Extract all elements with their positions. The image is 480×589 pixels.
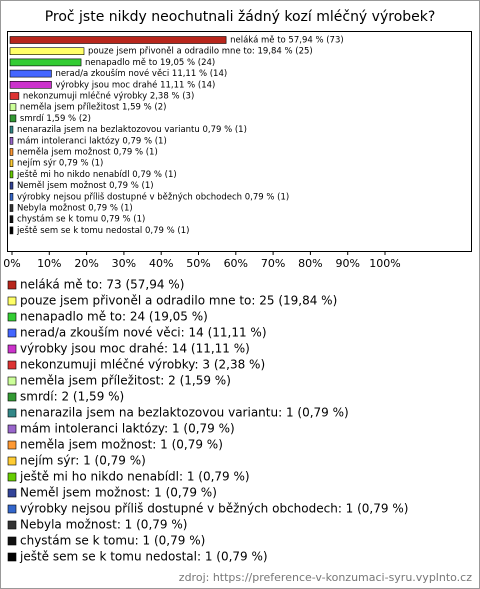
legend-swatch: [7, 520, 17, 530]
legend-label: chystám se k tomu: 1 (0,79 %): [20, 534, 205, 548]
legend-swatch: [7, 328, 17, 338]
bar-label: pouze jsem přivoněl a odradilo mne to: 1…: [88, 47, 313, 57]
legend-swatch: [7, 472, 17, 482]
bar: [9, 226, 14, 235]
bar-label: ještě sem se k tomu nedostal 0,79 % (1): [16, 225, 190, 236]
legend-label: neměla jsem příležitost: 2 (1,59 %): [20, 374, 231, 388]
legend-label: Neměl jsem možnost: 1 (0,79 %): [20, 486, 217, 500]
legend-swatch: [7, 312, 17, 322]
bar: [9, 193, 14, 201]
bar: [9, 103, 17, 111]
bar-label: nerad/a zkouším nové věci 11,11 % (14): [55, 68, 227, 79]
bar-label: neláká mě to 57,94 % (73): [230, 36, 344, 46]
x-tick-label: 10%: [37, 257, 61, 270]
x-tick-label: 80%: [298, 257, 322, 270]
bar: [9, 137, 14, 145]
legend-swatch: [7, 360, 17, 370]
legend-label: mám intoleranci laktózy: 1 (0,79 %): [20, 422, 235, 436]
legend-swatch: [7, 280, 17, 290]
legend-label: výrobky jsou moc drahé: 14 (11,11 %): [20, 342, 250, 356]
legend-label: neláká mě to: 73 (57,94 %): [20, 278, 184, 292]
bar-label: chystám se k tomu 0,79 % (1): [17, 215, 145, 225]
bar: [9, 215, 14, 223]
legend-swatch: [7, 440, 17, 450]
legend-label: nenarazila jsem na bezlaktozovou variant…: [20, 406, 349, 420]
bar: [9, 148, 14, 156]
legend-label: nenapadlo mě to: 24 (19,05 %): [20, 310, 208, 324]
bar: [9, 170, 14, 179]
source: zdroj: https://preference-v-konzumaci-sy…: [179, 571, 472, 584]
bar: [9, 114, 17, 123]
bar: [9, 58, 82, 67]
bar-label: ještě mi ho nikdo nenabídl 0,79 % (1): [16, 169, 177, 180]
bar-label: výrobky jsou moc drahé 11,11 % (14): [55, 79, 215, 90]
x-tick-label: 50%: [186, 257, 210, 270]
x-tick-label: 60%: [224, 257, 248, 270]
legend-label: Nebyla možnost: 1 (0,79 %): [20, 518, 187, 532]
legend-label: nekonzumuji mléčné výrobky: 3 (2,38 %): [20, 358, 265, 372]
x-tick-label: 90%: [335, 257, 359, 270]
legend-label: ještě mi ho nikdo nenabídl: 1 (0,79 %): [19, 470, 250, 484]
bar: [9, 204, 14, 212]
x-tick-label: 0%: [3, 257, 20, 270]
legend-swatch: [7, 456, 17, 466]
legend-label: výrobky nejsou příliš dostupné v běžných…: [20, 502, 408, 516]
legend-swatch: [7, 376, 17, 386]
legend-swatch: [7, 424, 17, 434]
legend-label: nejím sýr: 1 (0,79 %): [20, 454, 146, 468]
legend-swatch: [7, 408, 17, 418]
legend-swatch: [7, 488, 17, 498]
bar-label: nenarazila jsem na bezlaktozovou variant…: [17, 125, 247, 135]
bar-label: Neměl jsem možnost 0,79 % (1): [17, 181, 154, 191]
legend-swatch: [7, 344, 17, 354]
legend-label: smrdí: 2 (1,59 %): [20, 390, 124, 404]
bar-label: Nebyla možnost 0,79 % (1): [17, 204, 133, 214]
bar: [9, 181, 14, 190]
chart-title: Proč jste nikdy neochutnali žádný kozí m…: [45, 9, 436, 25]
legend-label: ještě sem se k tomu nedostal: 1 (0,79 %): [19, 550, 268, 564]
legend-label: pouze jsem přivoněl a odradilo mne to: 2…: [20, 294, 337, 308]
bar-label: nenapadlo mě to 19,05 % (24): [85, 58, 215, 68]
bar-label: neměla jsem možnost 0,79 % (1): [17, 148, 158, 158]
bar: [9, 159, 14, 167]
x-tick-label: 40%: [149, 257, 173, 270]
bar: [9, 36, 227, 44]
x-tick-label: 70%: [261, 257, 285, 270]
bar-label: neměla jsem příležitost 1,59 % (2): [20, 103, 167, 113]
bar: [9, 47, 85, 56]
bar: [9, 125, 14, 134]
legend-swatch: [7, 296, 17, 306]
legend-label: nerad/a zkouším nové věci: 14 (11,11 %): [20, 326, 267, 340]
x-tick-label: 30%: [112, 257, 136, 270]
legend-swatch: [7, 392, 17, 402]
plot-box: [7, 31, 472, 252]
legend-swatch: [7, 552, 17, 562]
legend-swatch: [7, 536, 17, 546]
bar-label: mám intoleranci laktózy 0,79 % (1): [17, 135, 167, 146]
bar: [9, 69, 52, 78]
bar: [9, 81, 52, 89]
bar-label: smrdí 1,59 % (2): [20, 114, 91, 124]
x-tick-label: 20%: [74, 257, 98, 270]
bar: [9, 92, 20, 100]
bar-label: výrobky nejsou příliš dostupné v běžných…: [17, 191, 289, 202]
bar-label: nejím sýr 0,79 % (1): [17, 159, 103, 169]
legend-label: neměla jsem možnost: 1 (0,79 %): [20, 438, 223, 452]
legend-swatch: [7, 504, 17, 514]
x-tick-label: 100%: [369, 257, 400, 270]
bar-label: nekonzumuji mléčné výrobky 2,38 % (3): [23, 91, 194, 102]
